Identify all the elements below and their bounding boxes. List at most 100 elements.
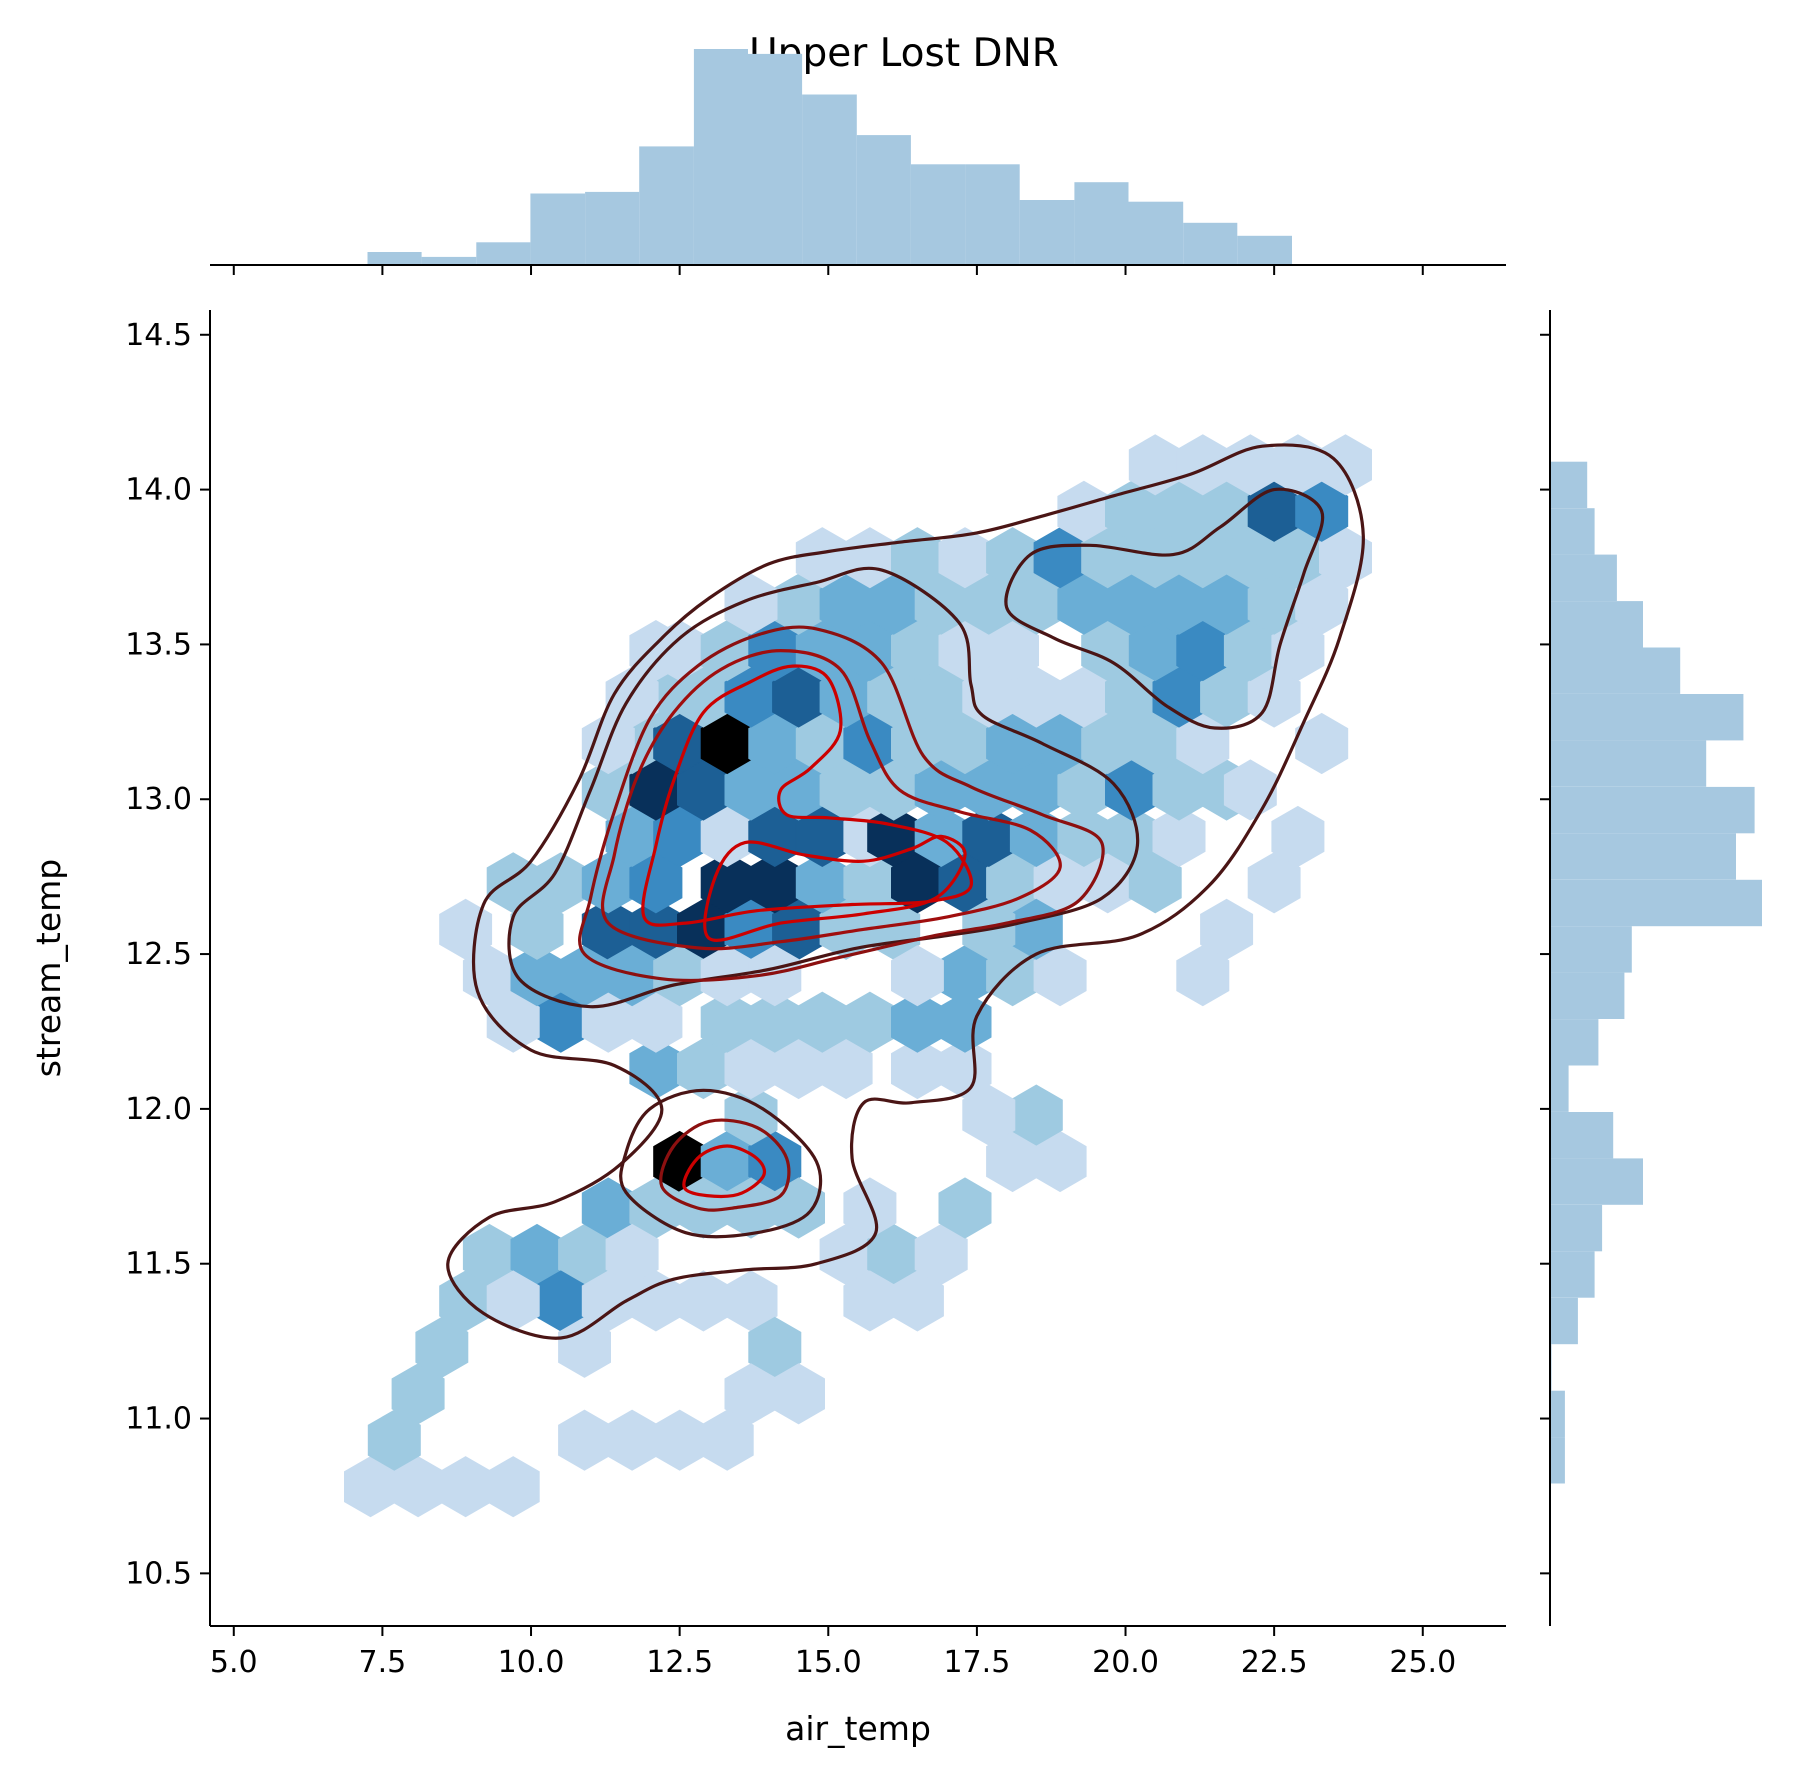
x-tick-label: 5.0 [210, 1645, 258, 1680]
right-histogram-bar [1550, 1437, 1565, 1484]
hexbin-cell [629, 991, 683, 1053]
top-histogram-bar [1074, 182, 1129, 265]
hexbin-cell [891, 945, 944, 1007]
kde-contour-line [600, 649, 1062, 951]
y-tick-label: 11.5 [125, 1247, 192, 1282]
kde-contour-layer [446, 443, 1365, 1340]
hexbin-cell [558, 1409, 611, 1471]
hexbin-cell [367, 1409, 421, 1471]
hexbin-cell [653, 1409, 707, 1471]
right-histogram-bar [1550, 1158, 1643, 1205]
hexbin-cell [772, 1363, 825, 1425]
right-histogram-bar [1550, 1297, 1578, 1345]
top-histogram-bar [1019, 200, 1075, 265]
hexbin-cell [1295, 573, 1349, 635]
hexbin-cell [962, 1084, 1016, 1146]
right-histogram-bar [1550, 601, 1643, 648]
kde-contour-line [1004, 487, 1325, 730]
right-histogram-bar [1550, 1204, 1603, 1252]
top-histogram-bar [421, 256, 477, 265]
x-axis-label: air_temp [785, 1709, 931, 1748]
hexbin-cell [510, 898, 564, 960]
kde-contour-line [703, 834, 967, 942]
hexbin-cell [1033, 1130, 1087, 1193]
right-histogram-bar [1550, 786, 1755, 834]
y-tick-label: 12.5 [125, 937, 192, 972]
hexbin-cell [558, 1316, 611, 1378]
y-tick-label: 13.5 [125, 627, 192, 662]
hexbin-cell [605, 1409, 659, 1471]
x-tick-label: 20.0 [1092, 1645, 1159, 1680]
y-tick-label: 13.0 [125, 782, 192, 817]
hexbin-cell [891, 1270, 944, 1332]
hexbin-cell [677, 1270, 730, 1332]
right-histogram-bar [1550, 1112, 1614, 1159]
right-marginal-histogram [1550, 461, 1762, 1484]
hexbin-cell [772, 1177, 825, 1239]
kde-contour-line [682, 1144, 767, 1198]
hexbin-cell [938, 1177, 992, 1239]
top-histogram-bar [802, 94, 857, 265]
right-histogram-bar [1550, 1390, 1565, 1438]
hexbin-cell [1271, 620, 1325, 682]
hexbin-cell [1152, 805, 1206, 867]
hexbin-cell [486, 1270, 540, 1332]
hexbin-cell [1176, 945, 1230, 1007]
hexbin-cell [415, 1316, 469, 1378]
kde-contour-line [641, 664, 973, 927]
top-histogram-bar [910, 164, 966, 265]
hexbin-cell [391, 1363, 445, 1425]
top-histogram-bar [965, 164, 1020, 265]
right-histogram-bar [1550, 926, 1632, 973]
kde-contour-line [578, 625, 1105, 983]
x-tick-label: 12.5 [646, 1645, 713, 1680]
right-histogram-bar [1550, 554, 1617, 601]
kde-contour-line [507, 566, 1140, 1009]
x-tick-label: 17.5 [944, 1645, 1011, 1680]
y-axis-label: stream_temp [29, 859, 68, 1077]
top-histogram-bar [476, 242, 531, 265]
y-tick-label: 14.0 [125, 473, 192, 508]
top-histogram-bar [530, 193, 586, 265]
right-histogram-bar [1550, 647, 1681, 694]
top-histogram-bar [585, 191, 640, 265]
top-histogram-bar [367, 252, 422, 265]
top-histogram-bar [1237, 235, 1292, 265]
hexbin-cell [1247, 852, 1301, 914]
y-tick-label: 11.0 [125, 1402, 192, 1437]
x-tick-label: 22.5 [1241, 1645, 1308, 1680]
top-histogram-bar [639, 146, 694, 265]
y-tick-label: 14.5 [125, 318, 192, 353]
top-marginal-histogram [367, 49, 1292, 266]
kde-contour-line [619, 1088, 823, 1239]
kde-contour-line [659, 1118, 791, 1212]
top-histogram-bar [1128, 201, 1184, 265]
top-histogram-bar [748, 53, 803, 266]
right-histogram-bar [1550, 1019, 1599, 1066]
right-histogram-bar [1550, 508, 1595, 555]
hexbin-cell [819, 1038, 873, 1100]
hexbin-cell [486, 1456, 540, 1518]
right-histogram-bar [1550, 972, 1625, 1019]
axes-spines [209, 264, 1551, 1627]
right-histogram-bar [1550, 461, 1588, 509]
right-histogram-bar [1550, 1251, 1595, 1298]
hexbin-cell [1033, 945, 1087, 1007]
top-histogram-bar [1183, 222, 1238, 265]
top-histogram-bar [856, 135, 911, 265]
hexbin-cell [986, 620, 1039, 682]
y-tick-label: 10.5 [125, 1556, 192, 1591]
right-histogram-bar [1550, 879, 1762, 927]
y-tick-label: 12.0 [125, 1092, 192, 1127]
right-histogram-bar [1550, 833, 1736, 880]
kde-contour-line [446, 443, 1365, 1340]
x-tick-label: 15.0 [795, 1645, 862, 1680]
y-axis-ticks: 10.5 11.0 11.5 12.0 12.5 13.0 13.5 14.0 14.5 [125, 318, 1550, 1591]
right-histogram-bar [1550, 1065, 1569, 1112]
hexbin-cell [1295, 712, 1349, 775]
right-histogram-bar [1550, 694, 1744, 741]
hexbin-cell [439, 1456, 493, 1518]
x-tick-label: 25.0 [1389, 1645, 1456, 1680]
hexbin-cell [486, 991, 540, 1053]
